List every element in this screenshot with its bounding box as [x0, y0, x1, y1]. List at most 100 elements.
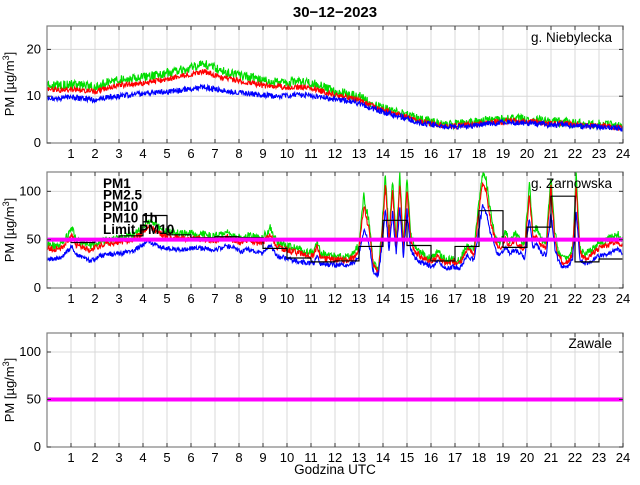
- y-axis-label-panel3: PM [µg/m3]: [1, 358, 17, 423]
- x-tick-label: 10: [280, 291, 294, 306]
- legend-item-pm25: PM2.5: [103, 188, 143, 203]
- x-tick-label: 9: [259, 291, 266, 306]
- y-tick-label: 100: [19, 344, 41, 359]
- hourly-step-line: [47, 195, 623, 263]
- x-tick-label: 21: [544, 291, 558, 306]
- panel-zarnowska-plot-area: 1 2 3 4 5 6 7 8 9 10 11 12 13 14 15 16 17 18 19 20 21 22 23 240…: [19, 171, 630, 306]
- y-tick-label: 50: [27, 232, 41, 247]
- y-tick-label: 20: [27, 41, 41, 56]
- x-tick-label: 21: [544, 450, 558, 465]
- x-tick-label: 2: [91, 291, 98, 306]
- x-tick-label: 20: [520, 450, 534, 465]
- x-tick-label: 19: [496, 291, 510, 306]
- series-line-pm1: [46, 204, 624, 279]
- x-tick-label: 22: [568, 291, 582, 306]
- x-tick-label: 11: [304, 450, 318, 465]
- x-tick-label: 18: [472, 146, 486, 161]
- panel-niebylecka-plot-area: 1 2 3 4 5 6 7 8 9 10 11 12 13 14 15 16 17 18 19 20 21 22 23 240…: [27, 25, 630, 161]
- y-axis-label-text: PM [µg/m: [2, 366, 17, 422]
- y-axis-label-sup: 3: [1, 361, 11, 366]
- chart-title: 30−12−2023: [293, 4, 377, 21]
- legend-item-pm1: PM1: [103, 176, 131, 191]
- x-tick-label: 16: [424, 146, 438, 161]
- x-tick-label: 9: [259, 146, 266, 161]
- x-tick-label: 19: [496, 146, 510, 161]
- y-axis-label-text: PM [µg/m: [2, 60, 17, 116]
- x-tick-label: 12: [328, 146, 342, 161]
- x-tick-label: 2: [91, 450, 98, 465]
- x-tick-label: 23: [592, 146, 606, 161]
- x-tick-label: 16: [424, 450, 438, 465]
- station-label-zawale: Zawale: [568, 336, 612, 351]
- x-tick-label: 8: [235, 146, 242, 161]
- x-tick-label: 4: [139, 146, 146, 161]
- y-axis-label-panel2: PM [µg/m3]: [1, 198, 17, 263]
- x-tick-label: 21: [544, 146, 558, 161]
- x-tick-label: 15: [400, 291, 414, 306]
- x-tick-label: 9: [259, 450, 266, 465]
- x-axis-label: Godzina UTC: [294, 462, 376, 477]
- x-tick-label: 4: [139, 291, 146, 306]
- y-tick-label: 0: [34, 135, 41, 150]
- y-axis-label-panel1: PM [µg/m3]: [1, 52, 17, 117]
- x-tick-label: 17: [448, 146, 462, 161]
- y-axis-label-sup: 3: [1, 55, 11, 60]
- x-tick-label: 2: [91, 146, 98, 161]
- series-line-pm10: [46, 60, 624, 131]
- panel-zarnowska: 1 2 3 4 5 6 7 8 9 10 11 12 13 14 15 16 17 18 19 20 21 22 23 240…: [1, 171, 630, 306]
- x-tick-label: 6: [187, 146, 194, 161]
- x-tick-label: 22: [568, 450, 582, 465]
- y-axis-label-text: PM [µg/m: [2, 206, 17, 262]
- x-tick-label: 17: [448, 291, 462, 306]
- x-tick-label: 13: [352, 450, 366, 465]
- x-tick-label: 14: [376, 450, 390, 465]
- x-tick-label: 3: [115, 291, 122, 306]
- x-tick-label: 7: [211, 146, 218, 161]
- y-tick-label: 0: [34, 280, 41, 295]
- x-tick-label: 5: [163, 450, 170, 465]
- x-tick-label: 23: [592, 450, 606, 465]
- x-tick-label: 15: [400, 450, 414, 465]
- series-line-pm1: [46, 83, 624, 132]
- y-axis-label-text: ]: [2, 358, 17, 362]
- x-tick-label: 18: [472, 450, 486, 465]
- x-tick-label: 16: [424, 291, 438, 306]
- y-axis-label-text: ]: [2, 198, 17, 202]
- x-tick-label: 8: [235, 291, 242, 306]
- x-tick-label: 12: [328, 291, 342, 306]
- x-tick-label: 18: [472, 291, 486, 306]
- x-tick-label: 24: [616, 146, 630, 161]
- x-tick-label: 1: [67, 450, 74, 465]
- x-tick-label: 20: [520, 146, 534, 161]
- legend-item-limit-pm10: Limit PM10: [103, 222, 174, 237]
- x-tick-label: 14: [376, 146, 390, 161]
- panel-zawale-plot-area: 1 2 3 4 5 6 7 8 9 10 11 12 13 14 15 16 17 18 19 20 21 22 23 240…: [19, 332, 630, 465]
- x-tick-label: 5: [163, 146, 170, 161]
- x-tick-label: 8: [235, 450, 242, 465]
- x-tick-label: 6: [187, 450, 194, 465]
- x-tick-label: 14: [376, 291, 390, 306]
- legend-item-pm10-1h: PM10 1h: [103, 211, 158, 226]
- x-tick-label: 7: [211, 291, 218, 306]
- x-tick-label: 1: [67, 146, 74, 161]
- x-tick-label: 10: [280, 146, 294, 161]
- y-axis-label-text: ]: [2, 52, 17, 56]
- x-tick-label: 4: [139, 450, 146, 465]
- x-tick-label: 23: [592, 291, 606, 306]
- panel-niebylecka: 1 2 3 4 5 6 7 8 9 10 11 12 13 14 15 16 17 18 19 20 21 22 23 240…: [1, 25, 630, 161]
- legend: PM1 PM2.5 PM10 PM10 1h Limit PM10: [103, 176, 174, 237]
- x-tick-label: 3: [115, 146, 122, 161]
- x-tick-label: 19: [496, 450, 510, 465]
- x-tick-label: 5: [163, 291, 170, 306]
- y-tick-label: 50: [27, 392, 41, 407]
- x-tick-label: 20: [520, 291, 534, 306]
- x-tick-label: 13: [352, 146, 366, 161]
- x-tick-label: 15: [400, 146, 414, 161]
- y-tick-label: 100: [19, 183, 41, 198]
- x-tick-label: 10: [280, 450, 294, 465]
- panel-zawale: 1 2 3 4 5 6 7 8 9 10 11 12 13 14 15 16 17 18 19 20 21 22 23 240…: [1, 332, 630, 465]
- legend-item-pm10: PM10: [103, 199, 138, 214]
- x-tick-label: 11: [304, 146, 318, 161]
